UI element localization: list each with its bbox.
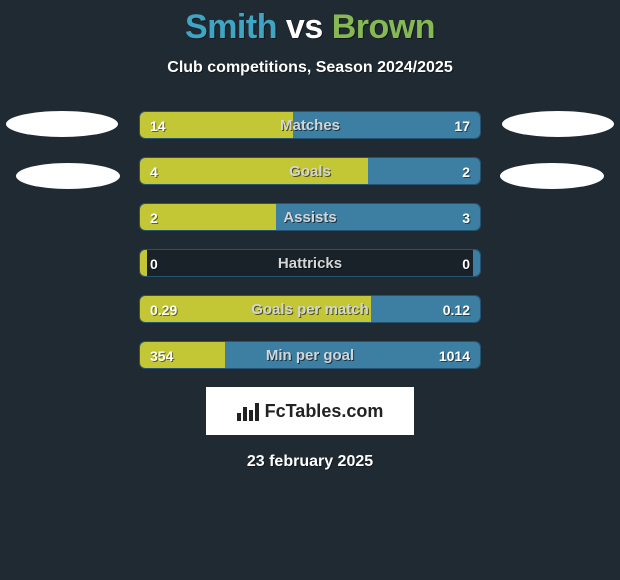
stat-label: Hattricks bbox=[278, 250, 342, 277]
brand-badge: FcTables.com bbox=[206, 387, 414, 435]
stat-value-right: 17 bbox=[454, 112, 470, 139]
brand-text: FcTables.com bbox=[265, 401, 384, 422]
stat-bar-track: 4 2 Goals bbox=[139, 157, 481, 185]
stat-value-left: 0 bbox=[150, 250, 158, 277]
player2-name: Brown bbox=[332, 8, 435, 46]
comparison-title: Smith vs Brown bbox=[0, 0, 620, 47]
stat-bar-track: 0 0 Hattricks bbox=[139, 249, 481, 277]
stat-row: 0 0 Hattricks bbox=[0, 249, 620, 277]
stat-label: Goals bbox=[289, 158, 331, 185]
stat-value-right: 2 bbox=[462, 158, 470, 185]
stat-value-left: 354 bbox=[150, 342, 173, 369]
stat-row: 0.29 0.12 Goals per match bbox=[0, 295, 620, 323]
stat-bar-left bbox=[140, 158, 368, 184]
stat-value-right: 1014 bbox=[439, 342, 470, 369]
snapshot-date: 23 february 2025 bbox=[0, 453, 620, 471]
stat-row: 14 17 Matches bbox=[0, 111, 620, 139]
stat-label: Assists bbox=[283, 204, 336, 231]
stat-row: 354 1014 Min per goal bbox=[0, 341, 620, 369]
stat-bar-track: 2 3 Assists bbox=[139, 203, 481, 231]
stat-value-left: 0.29 bbox=[150, 296, 177, 323]
stat-bar-track: 354 1014 Min per goal bbox=[139, 341, 481, 369]
stat-bar-track: 14 17 Matches bbox=[139, 111, 481, 139]
stat-value-right: 3 bbox=[462, 204, 470, 231]
stat-value-left: 2 bbox=[150, 204, 158, 231]
stat-bar-right bbox=[473, 250, 480, 276]
subtitle: Club competitions, Season 2024/2025 bbox=[0, 59, 620, 77]
stat-bar-left bbox=[140, 250, 147, 276]
stat-bar-track: 0.29 0.12 Goals per match bbox=[139, 295, 481, 323]
stat-value-left: 4 bbox=[150, 158, 158, 185]
vs-word: vs bbox=[286, 8, 323, 46]
stat-label: Goals per match bbox=[251, 296, 369, 323]
stat-value-left: 14 bbox=[150, 112, 166, 139]
stat-value-right: 0.12 bbox=[443, 296, 470, 323]
player1-name: Smith bbox=[185, 8, 277, 46]
stat-row: 2 3 Assists bbox=[0, 203, 620, 231]
stat-row: 4 2 Goals bbox=[0, 157, 620, 185]
stat-value-right: 0 bbox=[462, 250, 470, 277]
stat-bar-left bbox=[140, 204, 276, 230]
stat-label: Matches bbox=[280, 112, 340, 139]
stats-panel: 14 17 Matches 4 2 Goals 2 3 Assists 0 0 Hattricks 0.… bbox=[0, 111, 620, 471]
brand-chart-icon bbox=[237, 401, 259, 421]
stat-label: Min per goal bbox=[266, 342, 354, 369]
